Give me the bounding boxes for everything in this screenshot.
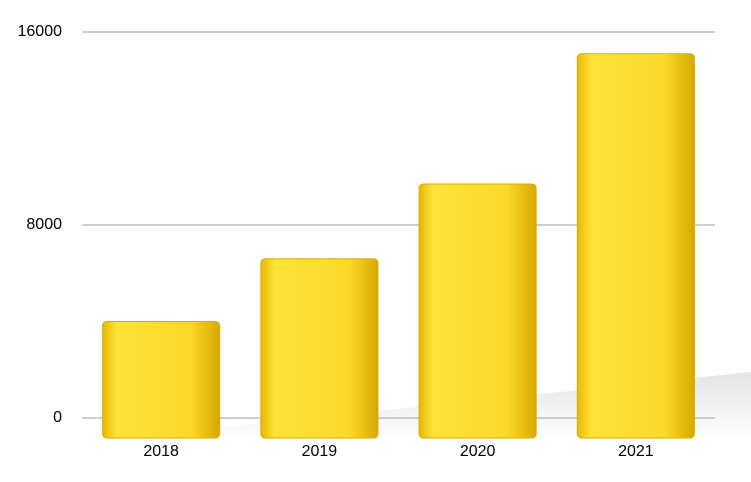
bar [576,53,695,439]
y-tick-label: 16000 [18,23,63,40]
y-tick-label: 8000 [26,216,62,233]
y-tick-label: 0 [53,409,62,426]
x-tick-label: 2020 [460,443,496,460]
bar [260,258,379,439]
x-tick-label: 2021 [618,443,654,460]
x-tick-label: 2019 [302,443,338,460]
bar [418,183,537,439]
bar [102,321,221,439]
x-tick-label: 2018 [143,443,179,460]
